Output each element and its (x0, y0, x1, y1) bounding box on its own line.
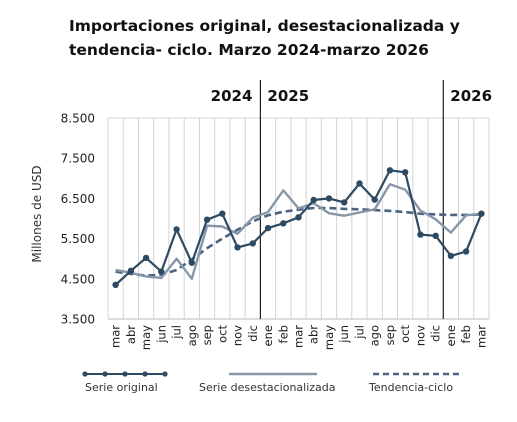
legend-label-tendencia-ciclo: Tendencia-ciclo (369, 381, 454, 394)
data-point (173, 226, 180, 233)
legend-marker (82, 371, 88, 377)
x-tick-label: abr (307, 325, 321, 344)
y-tick-label: 3.500 (61, 313, 95, 327)
data-point (249, 240, 256, 247)
data-point (142, 254, 150, 262)
data-point (219, 210, 226, 217)
y-tick-label: 8.500 (61, 112, 95, 126)
data-point (447, 252, 455, 260)
x-tick-label: jul (352, 325, 366, 340)
x-tick-label: mar (474, 325, 488, 348)
data-point (371, 196, 378, 203)
y-tick-label: 5.500 (61, 232, 95, 246)
data-point (280, 220, 287, 227)
data-point (127, 267, 135, 274)
legend-marker (142, 371, 148, 377)
x-tick-label: sep (383, 325, 397, 345)
year-label: 2026 (450, 87, 492, 105)
data-point (188, 259, 195, 266)
x-tick-label: ago (185, 325, 199, 346)
year-dividers (259, 80, 444, 319)
x-tick-label: oct (398, 325, 412, 343)
x-tick-label: abr (124, 325, 138, 344)
data-point (432, 232, 439, 239)
legend-label-serie-desestacionalizada: Serie desestacionalizada (199, 381, 336, 394)
year-labels: 2024 2025 2026 (211, 87, 492, 105)
data-point (158, 268, 165, 275)
y-tick-label: 6.500 (61, 192, 95, 206)
x-tick-label: jun (337, 325, 351, 344)
data-point (402, 169, 409, 176)
data-point (264, 224, 272, 232)
x-tick-label: ene (444, 325, 458, 346)
x-tick-label: nov (231, 325, 245, 346)
data-point (112, 281, 119, 288)
y-axis: 3.500 4.500 5.500 6.500 7.500 8.500 (61, 112, 95, 327)
x-tick-label: jul (170, 325, 184, 340)
legend-marker (122, 371, 128, 377)
x-tick-label: dic (246, 325, 260, 342)
x-tick-label: feb (459, 325, 473, 343)
legend-marker (102, 371, 108, 377)
y-tick-label: 7.500 (61, 152, 95, 166)
x-tick-label: oct (215, 325, 229, 343)
year-label: 2024 (211, 87, 253, 105)
x-tick-label: may (322, 325, 336, 350)
x-tick-label: ene (261, 325, 275, 346)
data-point (295, 214, 302, 221)
series-line (115, 206, 482, 277)
x-axis-tick-labels: mar abr may jun jul ago sep oct nov dic ene feb mar a… (109, 325, 489, 351)
x-tick-label: ago (368, 325, 382, 346)
legend-marker (162, 371, 168, 377)
chart-title: Importaciones original, desestacionaliza… (69, 17, 460, 59)
legend-label-serie-original: Serie original (85, 381, 158, 394)
x-tick-label: jun (154, 325, 168, 344)
x-tick-label: feb (276, 325, 290, 343)
data-point (462, 248, 470, 255)
data-point (417, 231, 424, 238)
x-tick-label: mar (109, 325, 123, 348)
x-tick-label: nov (413, 325, 427, 346)
x-tick-label: dic (429, 325, 443, 342)
legend-swatches (82, 371, 461, 377)
legend: Serie original Serie desestacionalizada … (0, 368, 517, 398)
series-line (115, 183, 482, 280)
y-axis-label: Millones de USD (30, 165, 44, 262)
data-point (341, 199, 348, 206)
x-tick-label: mar (292, 325, 306, 348)
y-tick-label: 4.500 (61, 272, 95, 286)
year-label: 2025 (267, 87, 309, 105)
data-point (203, 216, 211, 223)
x-tick-label: may (139, 325, 153, 350)
data-point (325, 195, 333, 202)
data-point (234, 244, 241, 251)
data-point (386, 167, 394, 174)
data-point (356, 180, 363, 187)
data-point (478, 210, 485, 217)
series-lines (112, 167, 485, 288)
data-point (310, 196, 317, 204)
x-tick-label: sep (200, 325, 214, 345)
